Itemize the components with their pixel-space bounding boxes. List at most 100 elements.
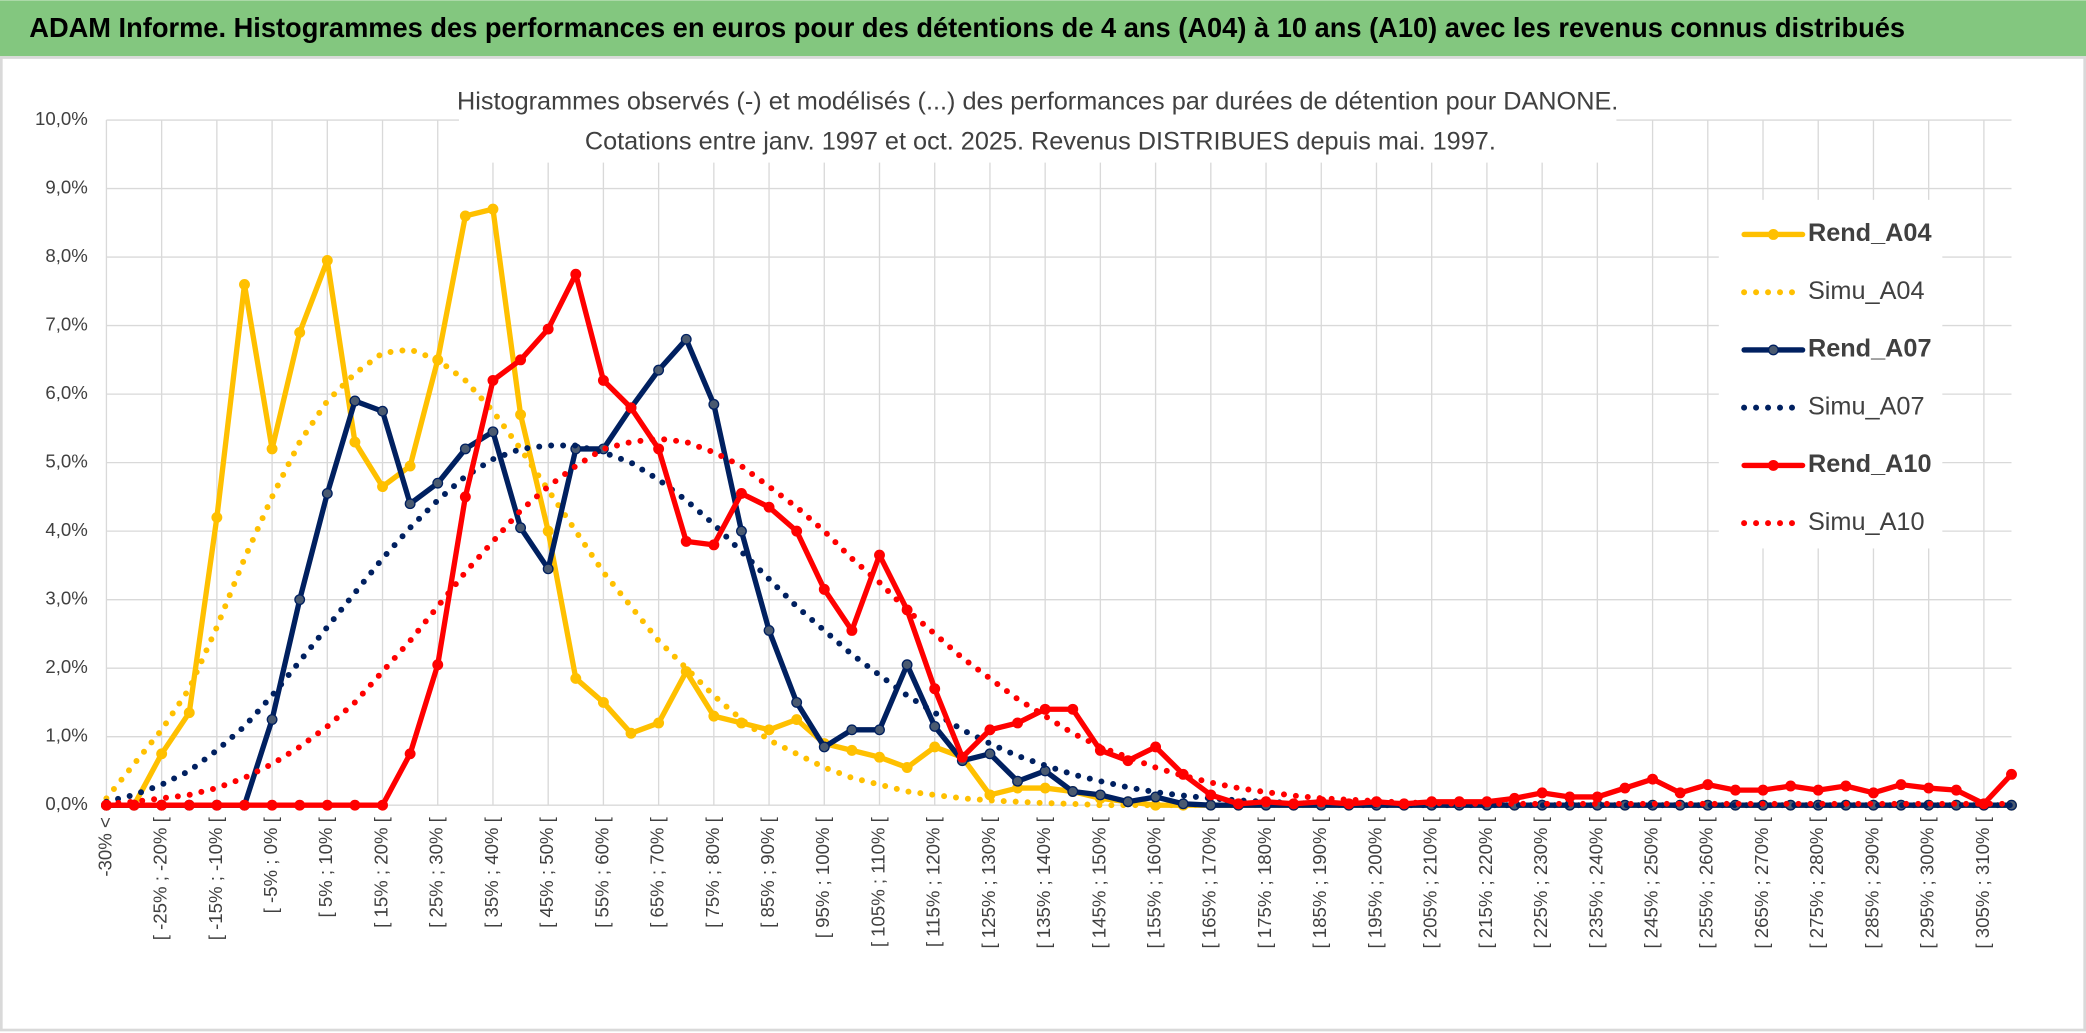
x-tick-label: [ 295% ; 300% [ — [1917, 816, 1938, 948]
series-marker — [1950, 784, 1962, 796]
chart-title: Histogrammes observés (-) et modélisés (… — [457, 87, 1618, 115]
x-tick-label: -30% < — [94, 817, 115, 876]
x-tick-label: [ 105% ; 110% [ — [867, 816, 888, 947]
series-marker — [239, 279, 250, 290]
series-marker — [791, 714, 803, 726]
x-tick-label: [ 25% ; 30% [ — [426, 816, 447, 928]
grid: 0,0% 1,0% 2,0% 3,0% 4,0% 5,0% 6,0% 7,0% 8,0% 9,0%… — [35, 108, 2012, 949]
series-marker — [1923, 782, 1935, 794]
series-marker — [377, 481, 388, 493]
x-tick-label: [ 95% ; 100% [ — [812, 816, 833, 938]
series-marker — [597, 696, 609, 708]
chart-frame — [0, 56, 2086, 1032]
plot — [100, 203, 2017, 811]
series-marker — [211, 799, 223, 811]
series-marker — [874, 724, 885, 736]
x-tick-label: [ -15% ; -10% [ — [205, 816, 226, 940]
series-marker — [542, 323, 554, 335]
series-marker — [404, 460, 416, 472]
series-marker — [1150, 741, 1162, 753]
legend-label: Simu_A04 — [1808, 277, 1925, 305]
series-marker — [515, 354, 527, 366]
legend-box — [1718, 199, 1943, 549]
chart-subtitle: Cotations entre janv. 1997 et oct. 2025.… — [585, 127, 1496, 155]
series-marker — [239, 799, 250, 811]
series-marker — [708, 398, 720, 410]
y-tick-label: 9,0% — [45, 176, 87, 197]
series-marker — [487, 203, 499, 215]
series-marker — [763, 724, 775, 736]
series-marker — [1564, 791, 1576, 803]
series-marker — [459, 491, 471, 503]
series-marker — [735, 525, 747, 537]
series-marker — [653, 717, 665, 729]
series-marker — [404, 498, 416, 510]
y-tick-label: 7,0% — [45, 314, 87, 335]
series-marker — [874, 751, 885, 763]
series-marker — [1067, 786, 1079, 797]
series-marker — [515, 522, 527, 534]
series-marker — [515, 409, 527, 421]
series-marker — [818, 741, 830, 753]
series-marker — [791, 525, 803, 537]
series-marker — [929, 720, 941, 732]
series-marker — [680, 535, 692, 547]
series-marker — [1012, 775, 1024, 787]
series-marker — [653, 364, 665, 376]
x-tick-label: [ 45% ; 50% [ — [536, 816, 557, 928]
x-tick-label: [ 225% ; 230% [ — [1530, 816, 1551, 948]
series-marker — [404, 748, 416, 760]
series-marker — [625, 402, 637, 414]
series-marker — [1122, 796, 1134, 808]
series-marker — [846, 744, 858, 756]
series-marker — [1260, 796, 1272, 808]
series-marker — [1895, 779, 1907, 791]
series-marker — [1094, 789, 1106, 801]
y-tick-label: 2,0% — [45, 656, 87, 677]
series-marker — [1840, 780, 1852, 792]
legend-label: Simu_A07 — [1808, 392, 1925, 420]
y-tick-label: 5,0% — [45, 451, 87, 472]
series-marker — [1039, 703, 1051, 715]
x-tick-label: [ 205% ; 210% [ — [1420, 816, 1441, 948]
legend-label: Simu_A10 — [1808, 508, 1925, 536]
y-tick-label: 1,0% — [45, 725, 87, 746]
series-marker — [459, 443, 471, 455]
series-marker — [542, 563, 554, 575]
series-marker — [294, 799, 306, 811]
legend: Rend_A04 Simu_A04 Rend_A07 Simu_A07 Rend_A10… — [1718, 199, 1943, 549]
series-marker — [1702, 779, 1714, 791]
series-marker — [432, 477, 444, 489]
series-marker — [708, 710, 720, 722]
series-marker — [1647, 773, 1659, 785]
x-tick-label: [ 215% ; 220% [ — [1475, 816, 1496, 948]
series-marker — [321, 799, 333, 811]
series-marker — [1343, 798, 1355, 810]
x-tick-label: [ 35% ; 40% [ — [481, 816, 502, 928]
x-tick-label: [ 115% ; 120% [ — [923, 816, 944, 947]
y-tick-label: 3,0% — [45, 588, 87, 609]
series-marker — [625, 727, 637, 739]
series-marker — [1232, 798, 1244, 810]
series-marker — [874, 549, 885, 561]
legend-marker — [1767, 229, 1779, 240]
series-marker — [1757, 784, 1769, 796]
x-tick-label: [ 15% ; 20% [ — [370, 816, 391, 928]
series-marker — [211, 511, 223, 523]
x-tick-label: [ 165% ; 170% [ — [1199, 816, 1220, 948]
series-marker — [1012, 717, 1024, 729]
series-marker — [432, 659, 444, 671]
header-bar — [0, 0, 2086, 57]
y-tick-label: 6,0% — [45, 382, 87, 403]
x-tick-label: [ 185% ; 190% [ — [1309, 816, 1330, 948]
series-line — [103, 346, 2015, 809]
series-marker — [487, 426, 499, 438]
x-tick-label: [ 305% ; 310% [ — [1972, 816, 1993, 948]
header-title: ADAM Informe. Histogrammes des performan… — [29, 12, 1905, 43]
y-tick-label: 4,0% — [45, 519, 87, 540]
x-tick-label: [ 5% ; 10% [ — [315, 816, 336, 917]
x-tick-label: [ -5% ; 0% [ — [260, 816, 281, 913]
series-marker — [459, 210, 471, 222]
